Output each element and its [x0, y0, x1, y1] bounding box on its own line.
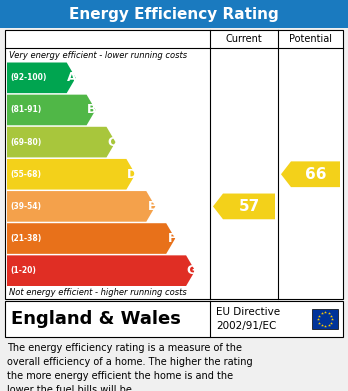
Bar	[5, 30, 343, 299]
Text: (92-100): (92-100)	[10, 74, 46, 83]
Polygon shape	[213, 194, 275, 219]
Polygon shape	[7, 95, 96, 125]
Text: England & Wales: England & Wales	[11, 310, 181, 328]
Text: (55-68): (55-68)	[10, 170, 41, 179]
Text: (39-54): (39-54)	[10, 202, 41, 211]
Text: (1-20): (1-20)	[10, 266, 36, 275]
Polygon shape	[7, 255, 195, 286]
Text: G: G	[187, 264, 197, 277]
Text: The energy efficiency rating is a measure of the
overall efficiency of a home. T: The energy efficiency rating is a measur…	[7, 343, 253, 391]
Polygon shape	[7, 223, 175, 254]
Text: EU Directive
2002/91/EC: EU Directive 2002/91/EC	[216, 307, 280, 331]
Text: 66: 66	[305, 167, 326, 182]
Bar	[312, 309, 338, 329]
Text: E: E	[148, 200, 156, 213]
Text: Potential: Potential	[289, 34, 332, 44]
Polygon shape	[281, 161, 340, 187]
Text: (81-91): (81-91)	[10, 106, 41, 115]
Polygon shape	[7, 127, 116, 158]
Text: Not energy efficient - higher running costs: Not energy efficient - higher running co…	[9, 288, 187, 297]
Bar	[0, 0, 348, 28]
Text: (69-80): (69-80)	[10, 138, 41, 147]
Polygon shape	[7, 63, 76, 93]
Text: D: D	[127, 168, 137, 181]
Text: (21-38): (21-38)	[10, 234, 41, 243]
Text: B: B	[87, 104, 97, 117]
Bar	[5, 301, 343, 337]
Polygon shape	[7, 159, 135, 190]
Text: C: C	[108, 136, 117, 149]
Text: A: A	[68, 71, 77, 84]
Polygon shape	[7, 191, 155, 222]
Text: 57: 57	[238, 199, 260, 214]
Text: Energy Efficiency Rating: Energy Efficiency Rating	[69, 7, 279, 22]
Text: Very energy efficient - lower running costs: Very energy efficient - lower running co…	[9, 50, 187, 59]
Text: F: F	[167, 232, 176, 245]
Text: Current: Current	[226, 34, 262, 44]
